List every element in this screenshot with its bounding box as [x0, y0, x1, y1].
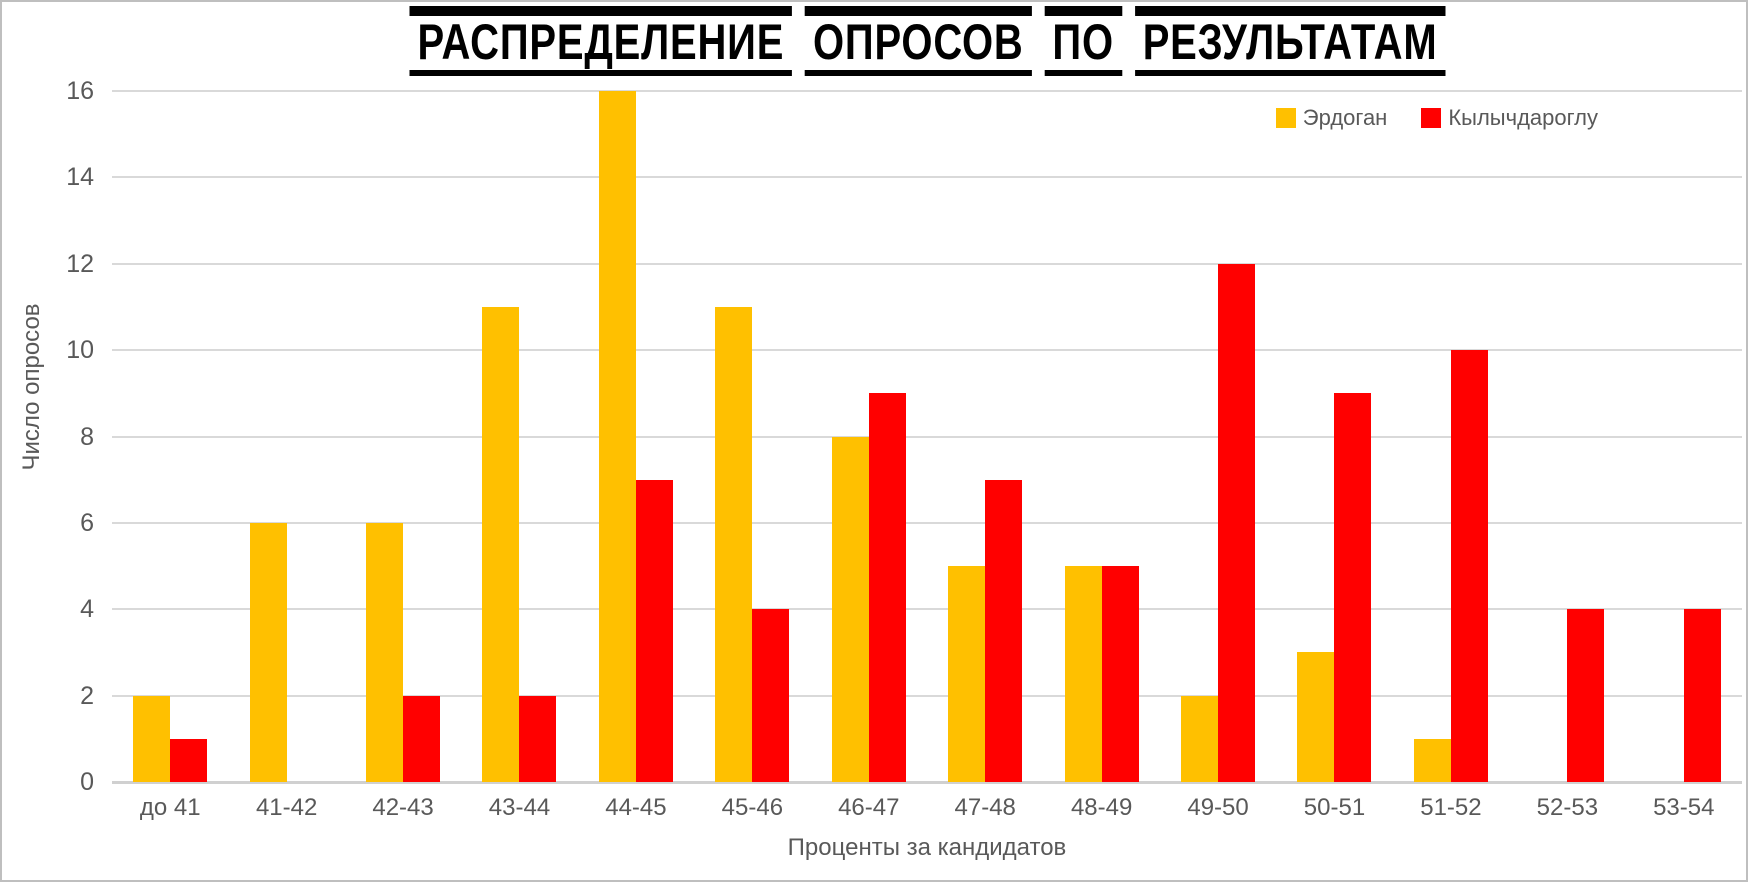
- title-word: РЕЗУЛЬТАТАМ: [1134, 6, 1445, 76]
- x-tick-label: 47-48: [954, 794, 1016, 821]
- x-tick-label: до 41: [139, 794, 201, 821]
- gridline: [112, 608, 1742, 611]
- y-tick-label: 2: [80, 681, 94, 710]
- x-tick-label: 41-42: [255, 794, 318, 821]
- category-column: 44-45: [578, 91, 694, 821]
- y-tick-label: 12: [66, 249, 94, 278]
- category-column: 52-53: [1509, 91, 1625, 821]
- legend-item: Кылычдароглу: [1421, 105, 1598, 131]
- gridline: [112, 262, 1742, 265]
- category-column: 48-49: [1043, 91, 1159, 821]
- category-column: 47-48: [927, 91, 1043, 821]
- y-tick-label: 0: [80, 768, 94, 796]
- bar: [985, 479, 1023, 782]
- gridline: [112, 435, 1742, 438]
- title-word: ПО: [1043, 6, 1122, 76]
- bar: [635, 479, 673, 782]
- category-column: 53-54: [1626, 91, 1742, 821]
- legend-item: Эрдоган: [1275, 105, 1388, 131]
- bar: [482, 306, 520, 782]
- x-tick-label: 45-46: [721, 794, 784, 821]
- bar: [249, 522, 287, 782]
- title-word: РАСПРЕДЕЛЕНИЕ: [409, 6, 792, 76]
- gridline: [112, 176, 1742, 179]
- bar: [752, 609, 790, 782]
- y-tick-label: 6: [80, 508, 94, 537]
- legend-label: Кылычдароглу: [1448, 105, 1598, 130]
- category-column: 46-47: [811, 91, 927, 821]
- bar: [868, 393, 906, 782]
- bar: [715, 306, 753, 782]
- x-tick-label: 51-52: [1420, 794, 1482, 821]
- y-tick-label: 8: [80, 422, 94, 451]
- category-column: 50-51: [1276, 91, 1392, 821]
- bar: [831, 436, 869, 782]
- bar: [366, 522, 404, 782]
- bar: [1064, 566, 1102, 782]
- x-tick-label: 50-51: [1303, 794, 1366, 821]
- legend-label: Эрдоган: [1302, 105, 1388, 130]
- bar: [1334, 393, 1372, 782]
- gridline: [112, 349, 1742, 352]
- x-tick-label: 44-45: [605, 794, 667, 821]
- x-tick-label: 49-50: [1187, 794, 1249, 821]
- bar: [598, 91, 636, 782]
- bar: [1450, 350, 1488, 782]
- category-column: 45-46: [694, 91, 810, 821]
- bar: [170, 738, 208, 782]
- x-tick-label: 52-53: [1536, 794, 1599, 821]
- y-tick-label: 14: [66, 163, 94, 192]
- bar: [1101, 566, 1139, 782]
- category-column: 43-44: [461, 91, 577, 821]
- chart-title-words: РАСПРЕДЕЛЕНИЕ ОПРОСОВ ПО РЕЗУЛЬТАТАМ: [403, 6, 1452, 76]
- bar: [948, 566, 986, 782]
- bar: [1181, 695, 1219, 782]
- y-tick-label: 10: [66, 336, 94, 365]
- bar: [1218, 263, 1256, 782]
- gridline: [112, 521, 1742, 524]
- bar: [1683, 609, 1721, 782]
- y-tick-label: 4: [80, 595, 94, 624]
- x-axis-line: [112, 781, 1742, 784]
- title-word: ОПРОСОВ: [804, 6, 1032, 76]
- bar: [403, 695, 441, 782]
- category-column: 49-50: [1160, 91, 1276, 821]
- bar: [1567, 609, 1605, 782]
- bar: [519, 695, 557, 782]
- x-tick-label: 46-47: [838, 794, 900, 821]
- bar: [133, 695, 171, 782]
- x-tick-label: 42-43: [372, 794, 434, 821]
- chart-title: РАСПРЕДЕЛЕНИЕ ОПРОСОВ ПО РЕЗУЛЬТАТАМ: [112, 6, 1742, 76]
- category-column: до 41: [112, 91, 228, 821]
- x-tick-label: 53-54: [1653, 794, 1715, 821]
- x-axis-title: Проценты за кандидатов: [787, 834, 1067, 861]
- legend: Эрдоган Кылычдароглу: [1275, 105, 1598, 131]
- y-tick-label: 16: [66, 77, 94, 105]
- gridline: [112, 90, 1742, 92]
- category-column: 51-52: [1393, 91, 1509, 821]
- x-tick-label: 43-44: [488, 794, 551, 821]
- gridline: [112, 694, 1742, 697]
- legend-swatch: [1421, 108, 1442, 128]
- category-column: 41-42: [228, 91, 344, 821]
- x-tick-label: 48-49: [1070, 794, 1133, 821]
- plot-area: до 41 41-42 42-43 43-44 44-45 45-46 46-47 47-48…: [112, 90, 1742, 821]
- legend-swatch: [1275, 108, 1296, 128]
- category-column: 42-43: [345, 91, 461, 821]
- bar: [1297, 652, 1335, 782]
- bar: [1413, 738, 1451, 782]
